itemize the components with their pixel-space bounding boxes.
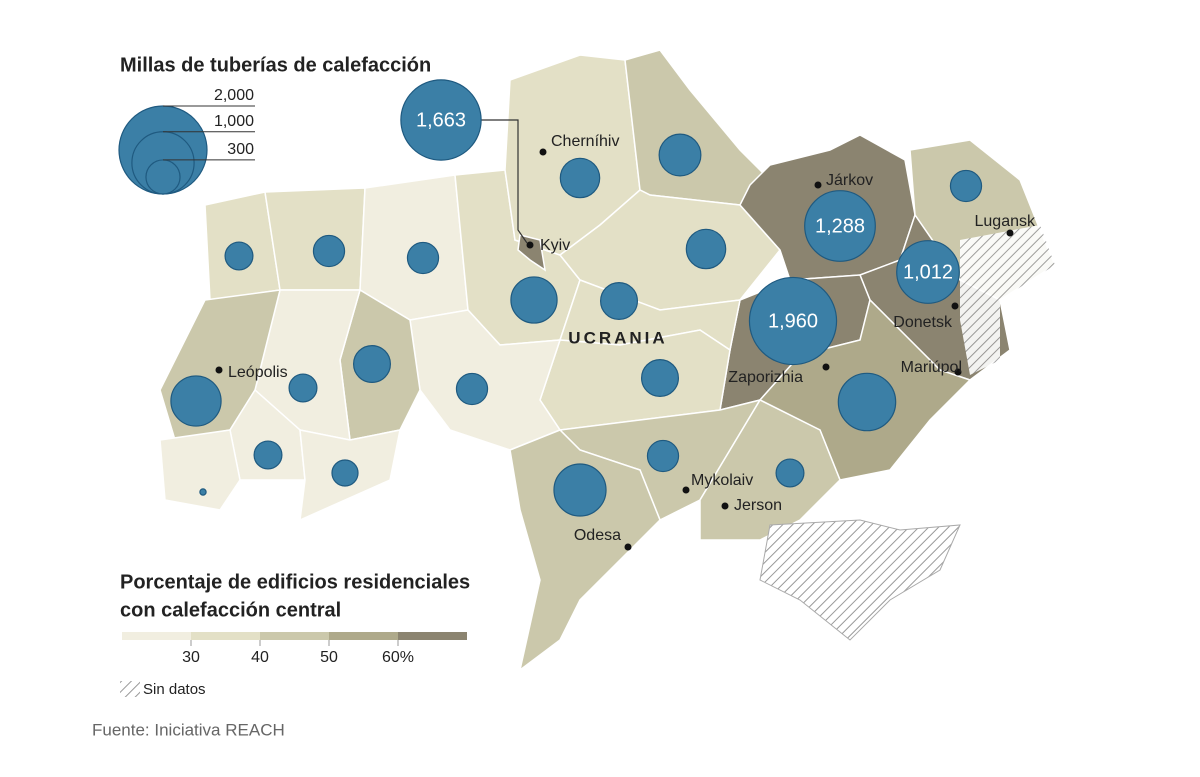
no-data-area (960, 225, 1055, 375)
size-legend-circle (145, 159, 181, 195)
country-label: UCRANIA (568, 328, 667, 347)
city-dot (721, 502, 729, 510)
bubble-label: 1,960 (768, 310, 818, 332)
bubble (559, 157, 601, 199)
bubble-label: 1,663 (416, 109, 466, 131)
city-dot (954, 368, 962, 376)
color-tick-label: 60% (382, 649, 414, 666)
bubble (599, 281, 639, 321)
region (558, 189, 781, 311)
bubble (775, 458, 805, 488)
color-tick-label: 30 (182, 649, 200, 666)
bubble (253, 440, 283, 470)
region (517, 234, 547, 272)
size-legend-label: 2,000 (214, 87, 254, 104)
bubble (646, 439, 680, 473)
bubble (837, 372, 897, 432)
size-legend-label: 300 (227, 141, 254, 158)
city-label: Mykolaiv (691, 472, 753, 489)
color-swatch (260, 632, 329, 640)
region (159, 429, 241, 511)
city-label: Zaporizhia (728, 369, 803, 386)
color-legend-title: con calefacción central (120, 599, 341, 621)
bubble (288, 373, 318, 403)
city-label: Cherníhiv (551, 133, 619, 150)
bubble (170, 375, 222, 427)
bubble (331, 459, 359, 487)
color-legend: 30 40 50 60% (122, 632, 467, 666)
bubble (400, 79, 482, 161)
city-label: Járkov (826, 172, 873, 189)
leader-line (481, 119, 528, 244)
city-label: Leópolis (228, 364, 288, 381)
bubble (199, 488, 207, 496)
no-data-swatch (120, 681, 140, 697)
no-data-area (759, 519, 961, 641)
bubble-label: 1,288 (815, 215, 865, 237)
size-legend: 2,000 1,000 300 (118, 87, 255, 195)
city-label: Odesa (574, 527, 621, 544)
region (699, 399, 841, 541)
city-dot (814, 181, 822, 189)
bubble (352, 344, 392, 384)
color-swatch (122, 632, 191, 640)
color-swatch (329, 632, 398, 640)
no-data-label: Sin datos (143, 681, 206, 698)
color-tick-label: 50 (320, 649, 338, 666)
city-label: Kyiv (540, 237, 570, 254)
city-dot (822, 363, 830, 371)
city-dot (1006, 229, 1014, 237)
bubble (949, 169, 983, 203)
bubble-label: 1,012 (903, 261, 953, 283)
bubble (455, 372, 489, 406)
bubble (658, 133, 702, 177)
color-legend-title: Porcentaje de edificios residenciales (120, 571, 470, 593)
size-legend-title: Millas de tuberías de calefacción (120, 54, 431, 76)
region (509, 429, 661, 672)
city-dot (526, 241, 534, 249)
city-dot (951, 302, 959, 310)
bubble (553, 463, 607, 517)
city-label: Jerson (734, 497, 782, 514)
bubble (640, 358, 680, 398)
city-dot (539, 148, 547, 156)
city-label: Donetsk (893, 314, 953, 331)
color-tick-label: 40 (251, 649, 269, 666)
region (264, 187, 366, 291)
color-swatch (398, 632, 467, 640)
cities: Cherníhiv Kyiv Járkov Lugansk Donetsk Zaporiz… (215, 133, 1036, 551)
bubble (685, 228, 727, 270)
bubble (896, 240, 960, 304)
bubble (804, 190, 876, 262)
city-dot (682, 486, 690, 494)
color-swatch (191, 632, 260, 640)
city-label: Lugansk (975, 213, 1036, 230)
bubbles: 1,663 1,288 1,012 1,960 (170, 79, 983, 517)
city-label: Mariúpol (901, 359, 962, 376)
source: Fuente: Iniciativa REACH (92, 720, 285, 739)
city-dot (624, 543, 632, 551)
bubble (406, 241, 440, 275)
city-dot (215, 366, 223, 374)
bubble (748, 276, 838, 366)
bubble (312, 234, 346, 268)
region (624, 49, 772, 206)
size-legend-label: 1,000 (214, 113, 254, 130)
bubble (224, 241, 254, 271)
bubble (510, 276, 558, 324)
